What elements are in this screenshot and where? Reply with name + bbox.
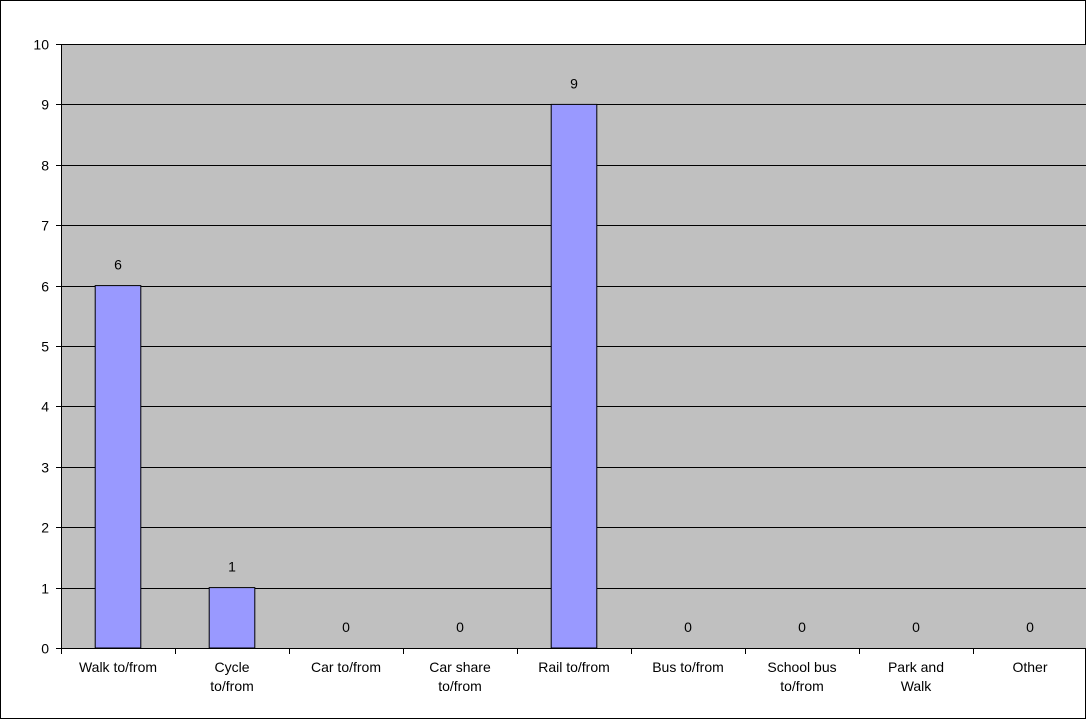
x-tick-label: Rail to/from [538, 659, 610, 675]
data-label: 0 [342, 619, 350, 635]
y-tick-label: 2 [41, 520, 49, 536]
y-tick-label: 6 [41, 279, 49, 295]
y-tick-label: 3 [41, 460, 49, 476]
data-label: 1 [228, 559, 236, 575]
y-tick-label: 0 [41, 641, 49, 657]
data-label: 0 [456, 619, 464, 635]
y-tick-label: 9 [41, 97, 49, 113]
y-tick-label: 7 [41, 218, 49, 234]
x-tick-label: Car to/from [311, 659, 381, 675]
data-label: 9 [570, 75, 578, 91]
x-tick-label: Bus to/from [652, 659, 724, 675]
bar [95, 286, 141, 648]
data-label: 0 [798, 619, 806, 635]
y-tick-label: 10 [33, 37, 49, 53]
data-label: 0 [1026, 619, 1034, 635]
data-label: 0 [912, 619, 920, 635]
y-tick-label: 5 [41, 339, 49, 355]
y-axis-ticks: 0 1 2 3 4 5 6 7 8 9 10 [33, 37, 61, 657]
y-tick-label: 1 [41, 581, 49, 597]
y-tick-label: 4 [41, 399, 49, 415]
bar [551, 104, 597, 648]
x-tick-label: Walk to/from [79, 659, 157, 675]
data-label: 0 [684, 619, 692, 635]
data-label: 6 [114, 257, 122, 273]
bar [209, 588, 255, 648]
y-tick-label: 8 [41, 158, 49, 174]
x-tick-label: Other [1012, 659, 1047, 675]
